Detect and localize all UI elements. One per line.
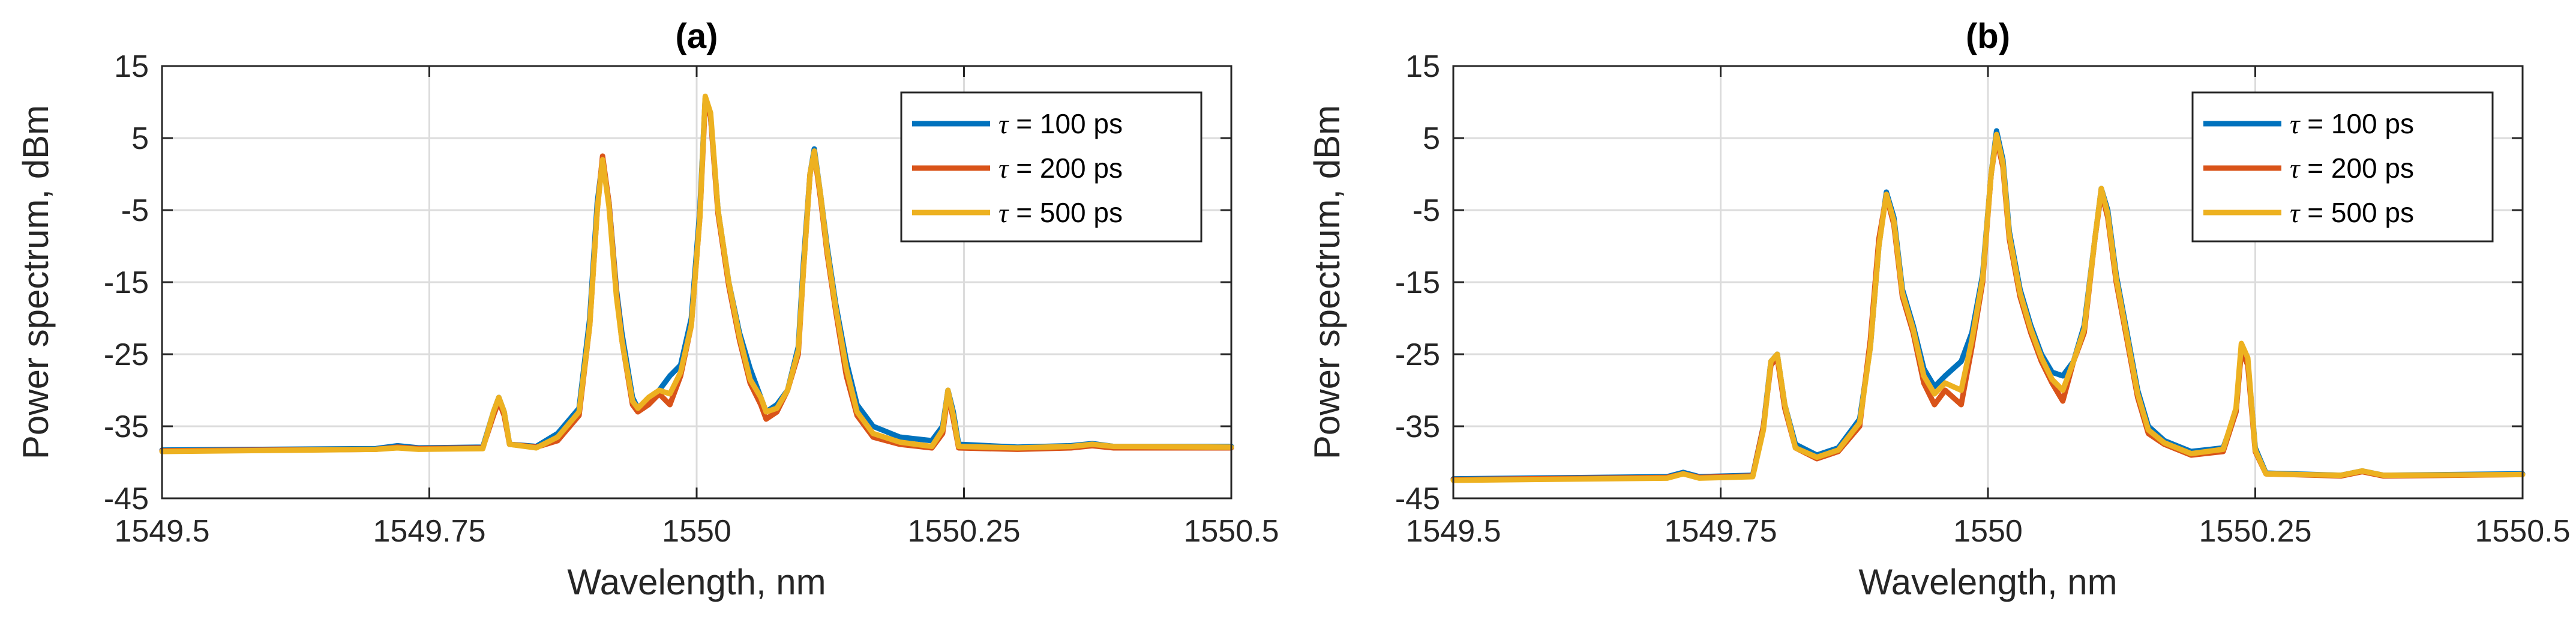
legend-label-2: τ = 500 ps: [2290, 197, 2414, 228]
y-tick-label: 5: [131, 121, 149, 156]
legend-tau-symbol: τ: [998, 153, 1009, 184]
chart-panel-1: 1549.5 1549.75 1550 1550.25 1550.5 -45 -35 -25 -…: [1307, 17, 2571, 602]
legend-label-text: = 200 ps: [1008, 152, 1123, 184]
y-tick-label: 15: [1405, 49, 1440, 84]
chart-title: (a): [676, 17, 718, 56]
y-tick-label: -45: [1395, 482, 1440, 516]
series-line-2: [159, 93, 1234, 454]
x-tick-label: 1550.25: [2199, 514, 2312, 549]
legend: τ = 100 psτ = 200 psτ = 500 ps: [900, 91, 1202, 243]
x-tick-label: 1550: [662, 514, 731, 549]
y-tick-label: 5: [1423, 121, 1440, 156]
x-tick-label: 1550.5: [1183, 514, 1279, 549]
x-tick-label: 1550.5: [2475, 514, 2570, 549]
y-tick-label: -15: [104, 265, 149, 300]
legend-label-text: = 200 ps: [2299, 152, 2414, 184]
y-tick-label: -25: [1395, 337, 1440, 372]
legend-label-0: τ = 100 ps: [2290, 108, 2414, 139]
legend-label-text: = 500 ps: [1008, 197, 1123, 228]
y-tick-label: -5: [1413, 193, 1440, 228]
legend-tau-symbol: τ: [2290, 198, 2301, 228]
x-tick-label: 1549.5: [1405, 514, 1501, 549]
x-tick-label: 1549.75: [1665, 514, 1777, 549]
legend: τ = 100 psτ = 200 psτ = 500 ps: [2191, 91, 2494, 243]
y-tick-label: -45: [104, 482, 149, 516]
y-tick-label: -5: [121, 193, 149, 228]
y-tick-label: -35: [1395, 409, 1440, 444]
x-tick-label: 1549.75: [373, 514, 486, 549]
y-axis-label: Power spectrum, dBm: [1307, 105, 1347, 459]
x-axis-label: Wavelength, nm: [1858, 562, 2117, 602]
y-tick-label: -15: [1395, 265, 1440, 300]
legend-label-1: τ = 200 ps: [2290, 152, 2414, 184]
chart-panel-0: 1549.5 1549.75 1550 1550.25 1550.5 -45 -35 -25 -…: [16, 17, 1279, 602]
legend-label-2: τ = 500 ps: [998, 197, 1123, 228]
x-tick-label: 1550: [1953, 514, 2023, 549]
y-tick-label: -25: [104, 337, 149, 372]
series-line-2: [1450, 131, 2526, 483]
legend-tau-symbol: τ: [998, 198, 1009, 228]
legend-tau-symbol: τ: [2290, 153, 2301, 184]
x-tick-label: 1549.5: [114, 514, 209, 549]
y-axis-label: Power spectrum, dBm: [16, 105, 56, 459]
y-tick-label: 15: [114, 49, 149, 84]
y-tick-label: -35: [104, 409, 149, 444]
chart-title: (b): [1966, 17, 2010, 56]
legend-label-text: = 500 ps: [2299, 197, 2414, 228]
legend-tau-symbol: τ: [998, 109, 1009, 139]
legend-label-text: = 100 ps: [1008, 108, 1123, 139]
legend-label-1: τ = 200 ps: [998, 152, 1123, 184]
legend-label-text: = 100 ps: [2299, 108, 2414, 139]
legend-tau-symbol: τ: [2290, 109, 2301, 139]
x-tick-label: 1550.25: [908, 514, 1021, 549]
legend-label-0: τ = 100 ps: [998, 108, 1123, 139]
x-axis-label: Wavelength, nm: [567, 562, 826, 602]
